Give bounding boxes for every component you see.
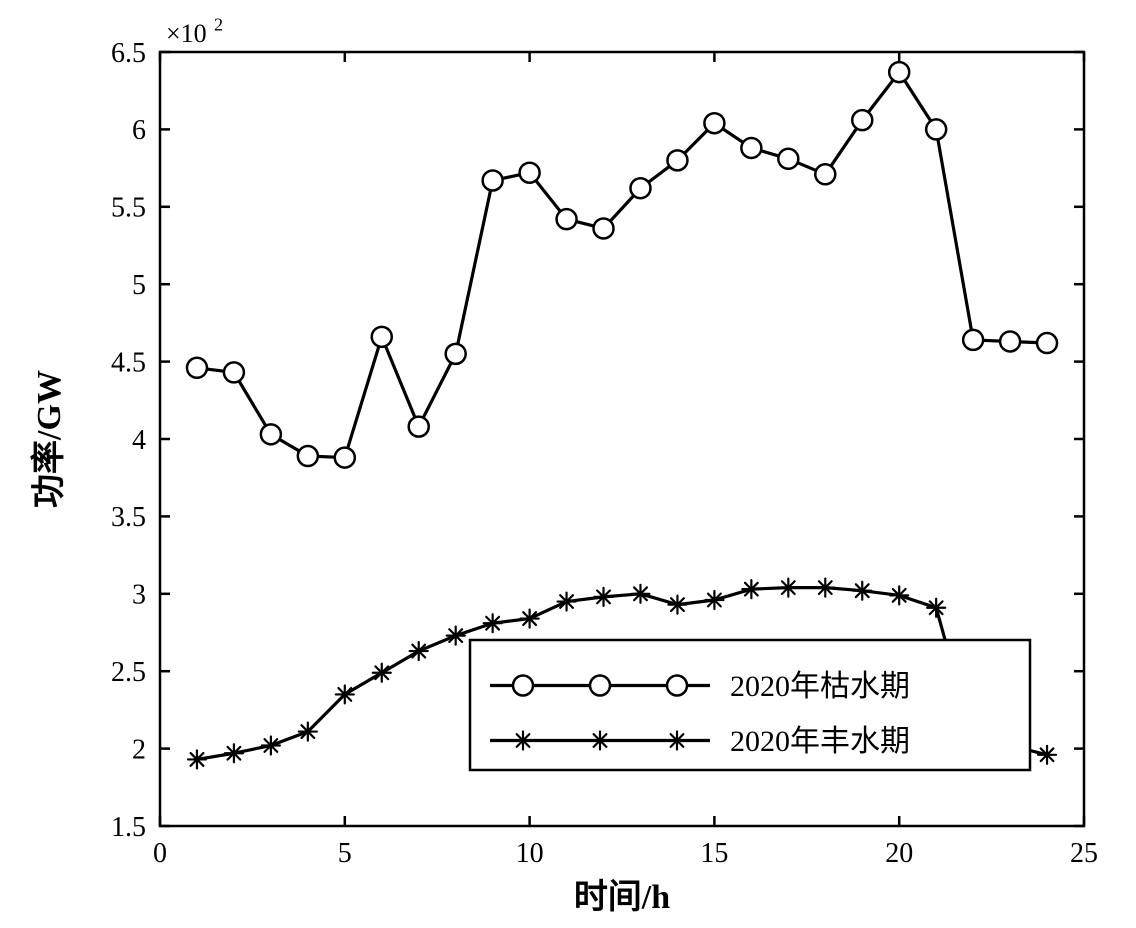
svg-text:1.5: 1.5 — [111, 812, 146, 843]
svg-text:3: 3 — [132, 580, 146, 611]
x-axis-label: 时间/h — [574, 878, 670, 916]
svg-text:2.5: 2.5 — [111, 657, 146, 688]
svg-text:25: 25 — [1070, 838, 1098, 869]
svg-text:3.5: 3.5 — [111, 502, 146, 533]
svg-text:6: 6 — [132, 115, 146, 146]
svg-text:5: 5 — [338, 838, 352, 869]
svg-text:6.5: 6.5 — [111, 38, 146, 69]
legend: 2020年枯水期 2020年丰水期 — [470, 640, 1030, 770]
svg-text:5.5: 5.5 — [111, 193, 146, 224]
svg-text:10: 10 — [516, 838, 544, 869]
svg-text:2: 2 — [214, 14, 223, 34]
svg-text:5: 5 — [132, 270, 146, 301]
svg-text:0: 0 — [153, 838, 167, 869]
svg-text:20: 20 — [885, 838, 913, 869]
svg-text:×10: ×10 — [166, 19, 207, 48]
chart-svg: 0 5 10 15 20 25 1.5 2 2.5 3 3.5 4 4.5 5 5.5 6 6.5 时间/h 功率/… — [0, 0, 1136, 928]
legend-label-wet: 2020年丰水期 — [730, 725, 910, 758]
legend-label-dry: 2020年枯水期 — [730, 670, 910, 703]
svg-text:4: 4 — [132, 425, 146, 456]
y-axis-label: 功率/GW — [30, 370, 68, 508]
svg-text:2: 2 — [132, 734, 146, 765]
line-chart: 0 5 10 15 20 25 1.5 2 2.5 3 3.5 4 4.5 5 5.5 6 6.5 时间/h 功率/… — [0, 0, 1136, 928]
svg-text:4.5: 4.5 — [111, 347, 146, 378]
svg-text:15: 15 — [700, 838, 728, 869]
